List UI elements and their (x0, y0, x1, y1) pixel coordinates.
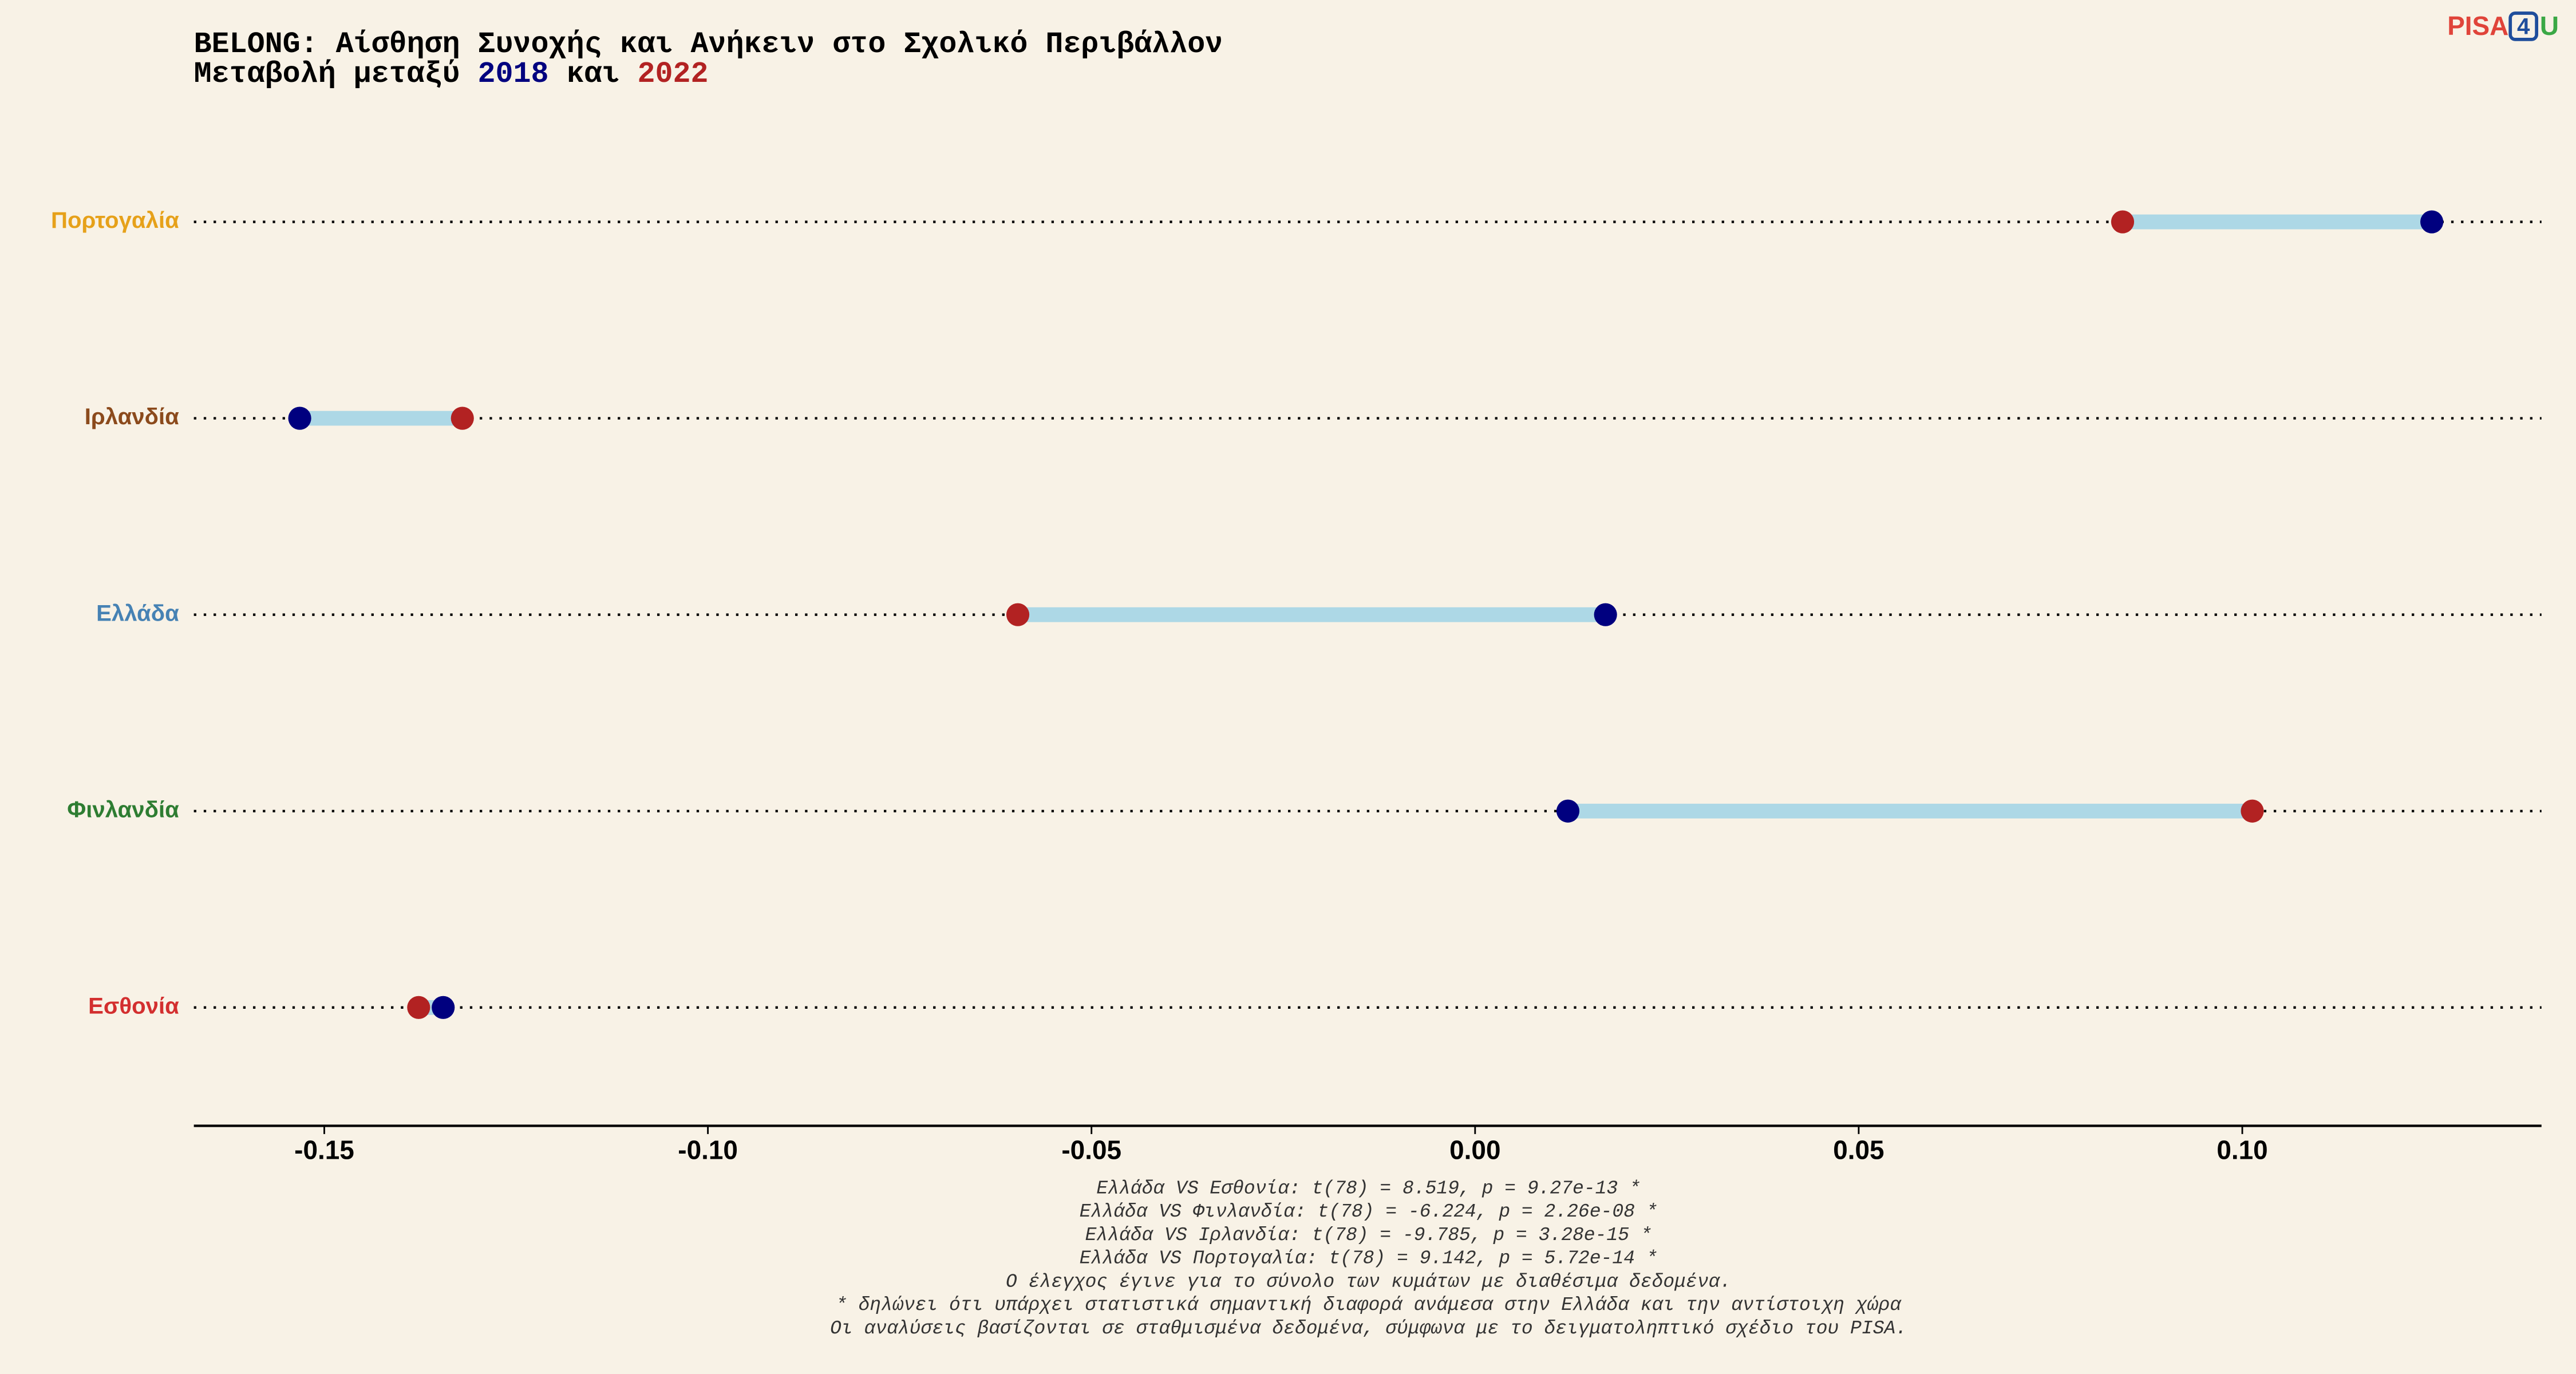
footnote: Ελλάδα VS Πορτογαλία: t(78) = 9.142, p =… (1080, 1248, 1658, 1269)
subtitle-year: 2018 (478, 57, 549, 91)
point (1556, 799, 1580, 823)
point (1594, 603, 1617, 626)
logo-text: 4 (2517, 13, 2530, 39)
chart-subtitle: Μεταβολή μεταξύ 2018 και 2022 (194, 57, 709, 91)
point (407, 996, 430, 1019)
y-tick-label: Εσθονία (88, 993, 179, 1018)
point (2241, 799, 2264, 823)
footnote: Ελλάδα VS Φινλανδία: t(78) = -6.224, p =… (1080, 1201, 1658, 1222)
x-tick-label: 0.00 (1449, 1135, 1500, 1165)
logo-text: U (2540, 11, 2559, 41)
x-tick-label: -0.15 (294, 1135, 354, 1165)
footnote: * δηλώνει ότι υπάρχει στατιστικά σημαντι… (836, 1294, 1902, 1316)
footnote: Ελλάδα VS Ιρλανδία: t(78) = -9.785, p = … (1085, 1225, 1652, 1246)
point (1006, 603, 1030, 626)
point (432, 996, 455, 1019)
footnote: Οι αναλύσεις βασίζονται σε σταθμισμένα δ… (830, 1318, 1907, 1339)
logo-text: PISA (2447, 11, 2508, 41)
subtitle-text: Μεταβολή μεταξύ (194, 57, 460, 91)
logo-box (2508, 11, 2538, 41)
footnote: Ελλάδα VS Εσθονία: t(78) = 8.519, p = 9.… (1096, 1178, 1640, 1199)
footnote: Ο έλεγχος έγινε για το σύνολο των κυμάτω… (1006, 1271, 1731, 1292)
point (2111, 210, 2135, 234)
y-tick-label: Ιρλανδία (85, 404, 179, 429)
x-tick-label: -0.05 (1061, 1135, 1121, 1165)
y-tick-label: Πορτογαλία (51, 207, 179, 233)
y-tick-label: Ελλάδα (96, 600, 179, 626)
subtitle-year: 2022 (638, 57, 709, 91)
point (288, 406, 311, 430)
x-tick-label: 0.05 (1833, 1135, 1884, 1165)
x-tick-label: 0.10 (2217, 1135, 2267, 1165)
point (451, 406, 474, 430)
chart-title: BELONG: Αίσθηση Συνοχής και Ανήκειν στο … (194, 27, 1223, 61)
subtitle-text: και (567, 57, 620, 91)
point (2420, 210, 2444, 234)
y-tick-label: Φινλανδία (67, 796, 179, 822)
x-tick-label: -0.10 (678, 1135, 738, 1165)
